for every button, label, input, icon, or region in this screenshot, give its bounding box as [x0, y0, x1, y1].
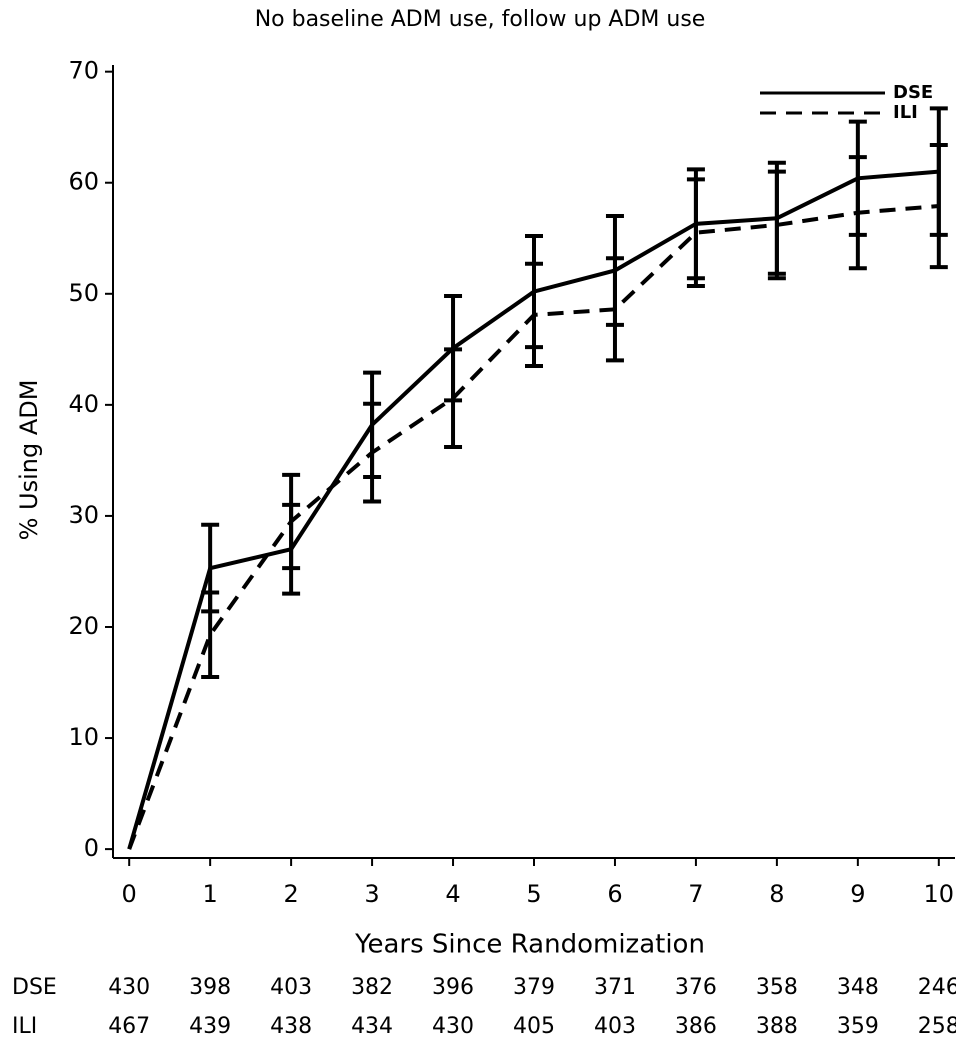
y-tick-label: 50: [68, 279, 99, 307]
risk-count: 403: [270, 975, 312, 1000]
x-tick-label: 0: [122, 880, 137, 908]
risk-count: 398: [189, 975, 231, 1000]
y-axis-label: % Using ADM: [15, 380, 43, 541]
y-tick-label: 70: [68, 57, 99, 85]
y-tick-label: 10: [68, 723, 99, 751]
x-tick-label: 7: [688, 880, 703, 908]
y-tick-label: 20: [68, 612, 99, 640]
legend-label: ILI: [893, 102, 918, 123]
y-tick-label: 0: [84, 834, 99, 862]
risk-count: 382: [351, 975, 393, 1000]
chart-title: No baseline ADM use, follow up ADM use: [255, 7, 706, 32]
x-tick-label: 8: [769, 880, 784, 908]
risk-count: 434: [351, 1014, 393, 1039]
risk-count: 388: [756, 1014, 798, 1039]
risk-count: 376: [675, 975, 717, 1000]
y-tick-label: 40: [68, 390, 99, 418]
x-tick-label: 2: [283, 880, 298, 908]
risk-count: 438: [270, 1014, 312, 1039]
risk-count: 371: [594, 975, 636, 1000]
x-tick-label: 6: [607, 880, 622, 908]
x-tick-label: 3: [364, 880, 379, 908]
x-axis-label: Years Since Randomization: [354, 930, 705, 960]
risk-count: 405: [513, 1014, 555, 1039]
series-line: [127, 204, 939, 850]
y-tick-label: 60: [68, 168, 99, 196]
risk-count: 403: [594, 1014, 636, 1039]
legend-label: DSE: [893, 82, 933, 103]
risk-count: 359: [837, 1014, 879, 1039]
risk-row-label: DSE: [12, 975, 57, 1000]
risk-count: 396: [432, 975, 474, 1000]
risk-count: 386: [675, 1014, 717, 1039]
error-bar: [686, 177, 705, 289]
risk-row-label: ILI: [12, 1014, 37, 1039]
risk-count: 467: [108, 1014, 150, 1039]
risk-count: 439: [189, 1014, 231, 1039]
x-tick-label: 9: [850, 880, 865, 908]
x-tick-label: 10: [924, 880, 955, 908]
x-tick-label: 1: [203, 880, 218, 908]
x-tick-label: 4: [445, 880, 460, 908]
error-bar: [201, 590, 220, 679]
risk-count: 246: [918, 975, 956, 1000]
risk-count: 358: [756, 975, 798, 1000]
x-tick-label: 5: [526, 880, 541, 908]
y-tick-label: 30: [68, 501, 99, 529]
risk-count: 430: [108, 975, 150, 1000]
risk-count: 348: [837, 975, 879, 1000]
risk-count: 258: [918, 1014, 956, 1039]
risk-count: 379: [513, 975, 555, 1000]
risk-count: 430: [432, 1014, 474, 1039]
